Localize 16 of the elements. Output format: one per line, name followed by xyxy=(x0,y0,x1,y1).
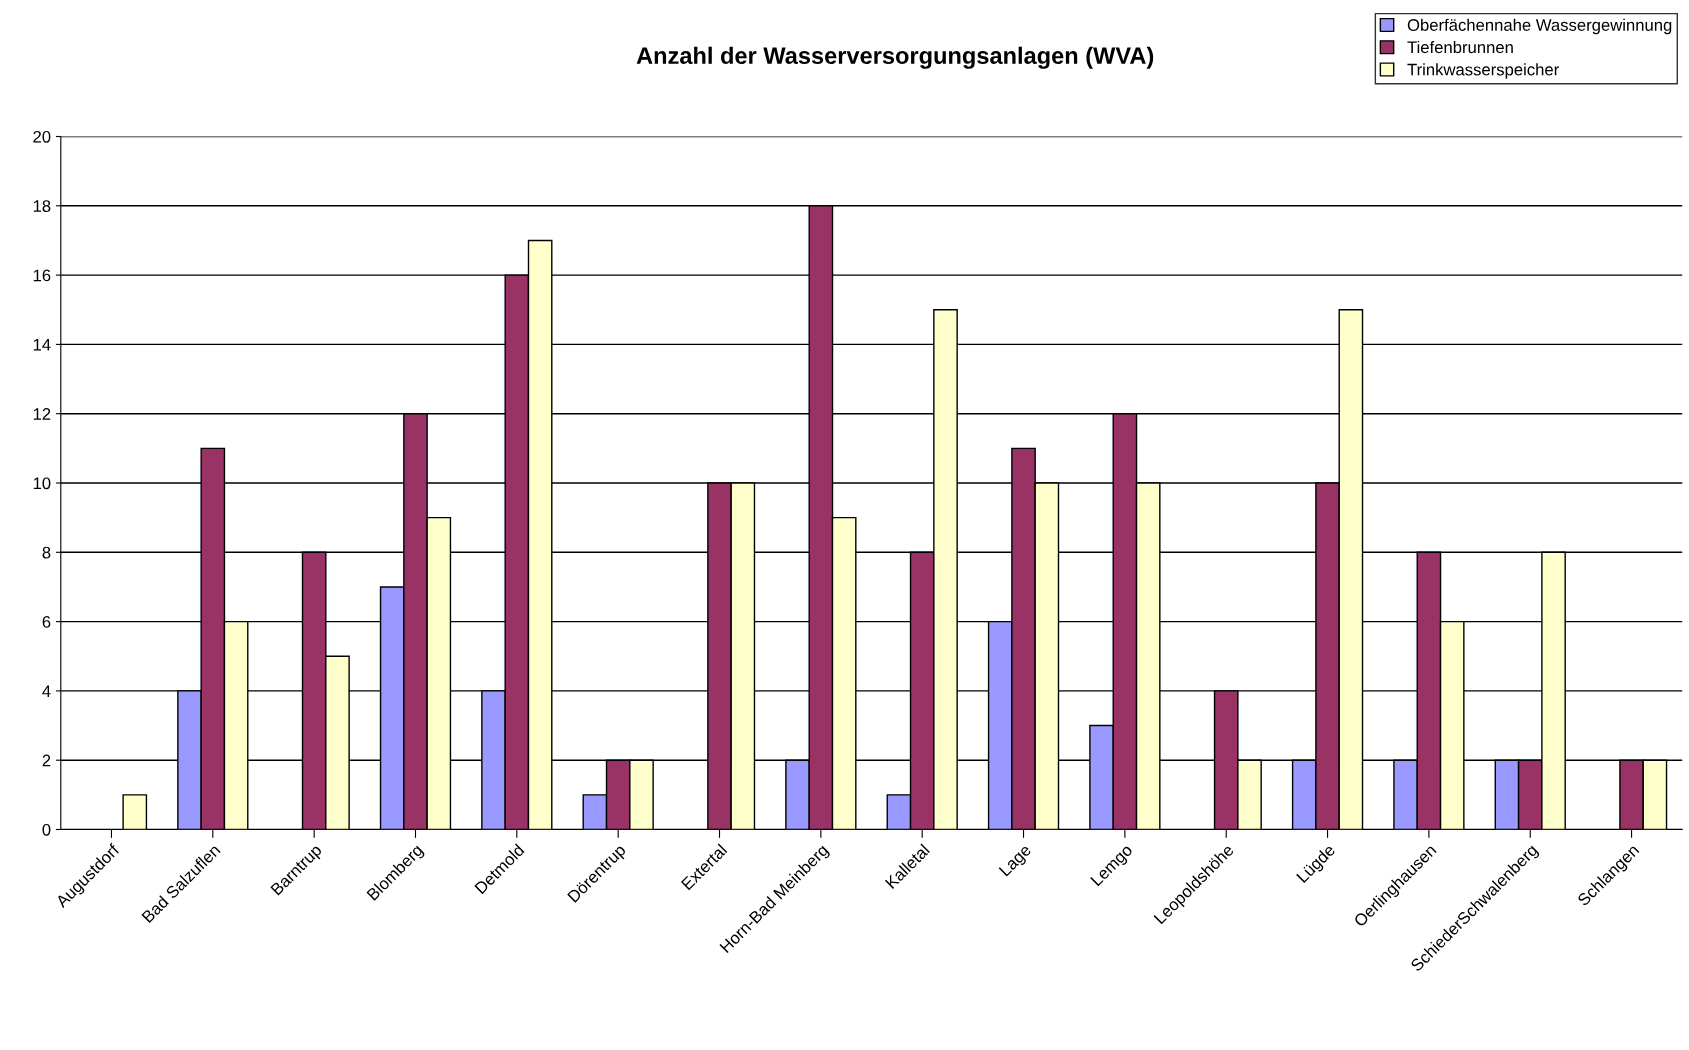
y-tick-label: 14 xyxy=(33,338,51,351)
y-tick-label: 2 xyxy=(42,754,51,767)
y-tick-label: 6 xyxy=(42,616,51,628)
y-tick-label: 10 xyxy=(33,477,51,490)
y-tick-label: 20 xyxy=(33,130,51,143)
legend-label: Tiefenbrunnen xyxy=(1407,40,1513,54)
y-tick-label: 4 xyxy=(42,685,51,697)
legend-label: Trinkwasserspeicher xyxy=(1407,63,1559,79)
y-tick-label: 0 xyxy=(42,823,51,836)
y-tick-label: 18 xyxy=(33,200,51,212)
legend-label: Oberfächennahe Wassergewinnung xyxy=(1407,18,1672,35)
y-tick-label: 8 xyxy=(42,546,51,559)
y-tick-label: 16 xyxy=(33,269,51,282)
bar xyxy=(122,794,148,830)
chart-title: Anzahl der Wasserversorgungsanlagen (WVA) xyxy=(636,46,1154,69)
y-tick-label: 12 xyxy=(33,408,51,420)
